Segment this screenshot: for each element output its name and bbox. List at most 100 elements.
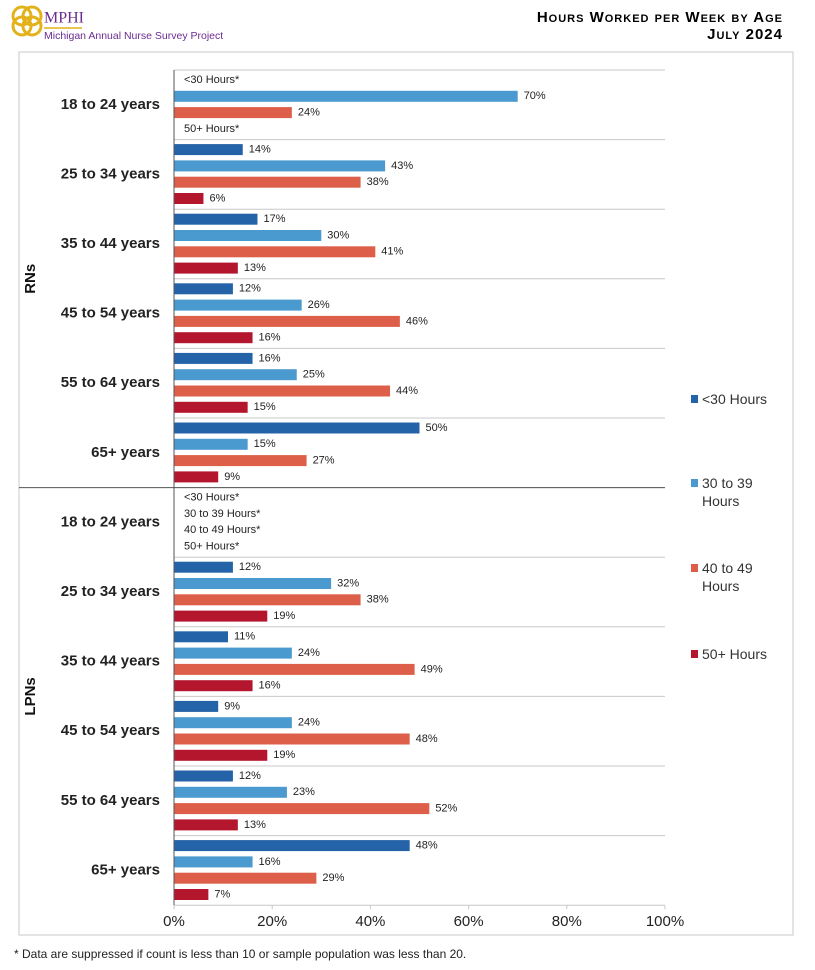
bar: [174, 246, 376, 258]
bar: [174, 213, 258, 225]
bar: [174, 770, 233, 782]
bar: [174, 856, 253, 868]
value-label: 38%: [367, 594, 389, 606]
value-label: 16%: [259, 680, 281, 692]
bar: [174, 352, 253, 364]
value-label: 24%: [298, 647, 320, 659]
category-label: 25 to 34 years: [61, 165, 160, 182]
value-label: 41%: [381, 246, 403, 258]
bar: [174, 594, 361, 606]
legend-label: <30 Hours: [702, 391, 767, 407]
chart-title: Hours Worked per Week by Age: [537, 9, 783, 26]
bar: [174, 107, 292, 119]
value-label: 23%: [293, 786, 315, 798]
x-tick-label: 80%: [552, 913, 582, 930]
suppressed-note: 50+ Hours*: [184, 540, 240, 552]
value-label: 14%: [249, 144, 271, 156]
legend-item: 50+ Hours: [691, 645, 782, 663]
value-label: 16%: [259, 332, 281, 344]
category-label: 25 to 34 years: [61, 583, 160, 600]
bar: [174, 840, 410, 852]
value-label: 9%: [224, 471, 240, 483]
value-label: 12%: [239, 283, 261, 295]
category-label: 45 to 54 years: [61, 722, 160, 739]
value-label: 16%: [259, 856, 281, 868]
bar: [174, 647, 292, 659]
bar: [174, 803, 430, 815]
value-label: 15%: [254, 438, 276, 450]
bar: [174, 262, 238, 274]
legend-label: 30 to 39 Hours: [702, 475, 753, 509]
legend-label: 40 to 49 Hours: [702, 560, 753, 594]
bar: [174, 422, 420, 434]
value-label: 49%: [421, 663, 443, 675]
bar: [174, 401, 248, 413]
bar: [174, 561, 233, 573]
value-label: 6%: [209, 192, 225, 204]
value-label: 48%: [416, 840, 438, 852]
category-label: 55 to 64 years: [61, 792, 160, 809]
value-label: 29%: [322, 872, 344, 884]
chart-subtitle: July 2024: [707, 26, 783, 43]
category-label: 65+ years: [91, 861, 160, 878]
bar: [174, 283, 233, 295]
value-label: 24%: [298, 717, 320, 729]
x-tick-label: 60%: [454, 913, 484, 930]
legend-item: 30 to 39 Hours: [691, 474, 782, 510]
bar: [174, 471, 219, 483]
category-label: 18 to 24 years: [61, 513, 160, 530]
value-label: 11%: [234, 631, 255, 643]
bar: [174, 90, 518, 102]
group-label: RNs: [22, 264, 39, 294]
bar: [174, 176, 361, 188]
value-label: 38%: [367, 176, 389, 188]
x-tick-label: 0%: [163, 913, 185, 930]
value-label: 19%: [273, 610, 295, 622]
value-label: 24%: [298, 107, 320, 119]
value-label: 17%: [263, 213, 285, 225]
x-tick-label: 100%: [646, 913, 684, 930]
bar: [174, 680, 253, 692]
bar: [174, 700, 219, 712]
value-label: 7%: [214, 888, 230, 900]
project-name: Michigan Annual Nurse Survey Project: [44, 30, 223, 42]
value-label: 19%: [273, 749, 295, 761]
bar: [174, 663, 415, 675]
value-label: 13%: [244, 819, 266, 831]
x-tick-label: 20%: [257, 913, 287, 930]
category-label: 18 to 24 years: [61, 96, 160, 113]
bar: [174, 160, 386, 172]
x-tick-label: 40%: [355, 913, 385, 930]
value-label: 12%: [239, 770, 261, 782]
footnote: * Data are suppressed if count is less t…: [14, 947, 466, 961]
category-label: 35 to 44 years: [61, 653, 160, 670]
category-label: 45 to 54 years: [61, 305, 160, 322]
value-label: 27%: [313, 455, 335, 467]
value-label: 43%: [391, 160, 413, 172]
legend-swatch: [691, 479, 698, 487]
bar: [174, 733, 410, 745]
value-label: 25%: [303, 369, 325, 381]
value-label: 32%: [337, 577, 359, 589]
chart-frame: [18, 51, 794, 936]
value-label: 30%: [327, 229, 349, 241]
legend-swatch: [691, 564, 698, 572]
logo-text: MPHI: [44, 10, 84, 27]
value-label: 12%: [239, 561, 261, 573]
bar: [174, 631, 229, 643]
category-label: 65+ years: [91, 444, 160, 461]
bar: [174, 872, 317, 884]
suppressed-note: <30 Hours*: [184, 492, 240, 504]
bar: [174, 332, 253, 344]
legend-item: 40 to 49 Hours: [691, 559, 782, 595]
suppressed-note: 50+ Hours*: [184, 123, 240, 135]
value-label: 70%: [524, 90, 546, 102]
value-label: 26%: [308, 299, 330, 311]
suppressed-note: <30 Hours*: [184, 74, 240, 86]
legend-swatch: [691, 650, 698, 658]
logo-icon: [11, 5, 43, 37]
value-label: 52%: [435, 803, 457, 815]
bar: [174, 889, 209, 900]
